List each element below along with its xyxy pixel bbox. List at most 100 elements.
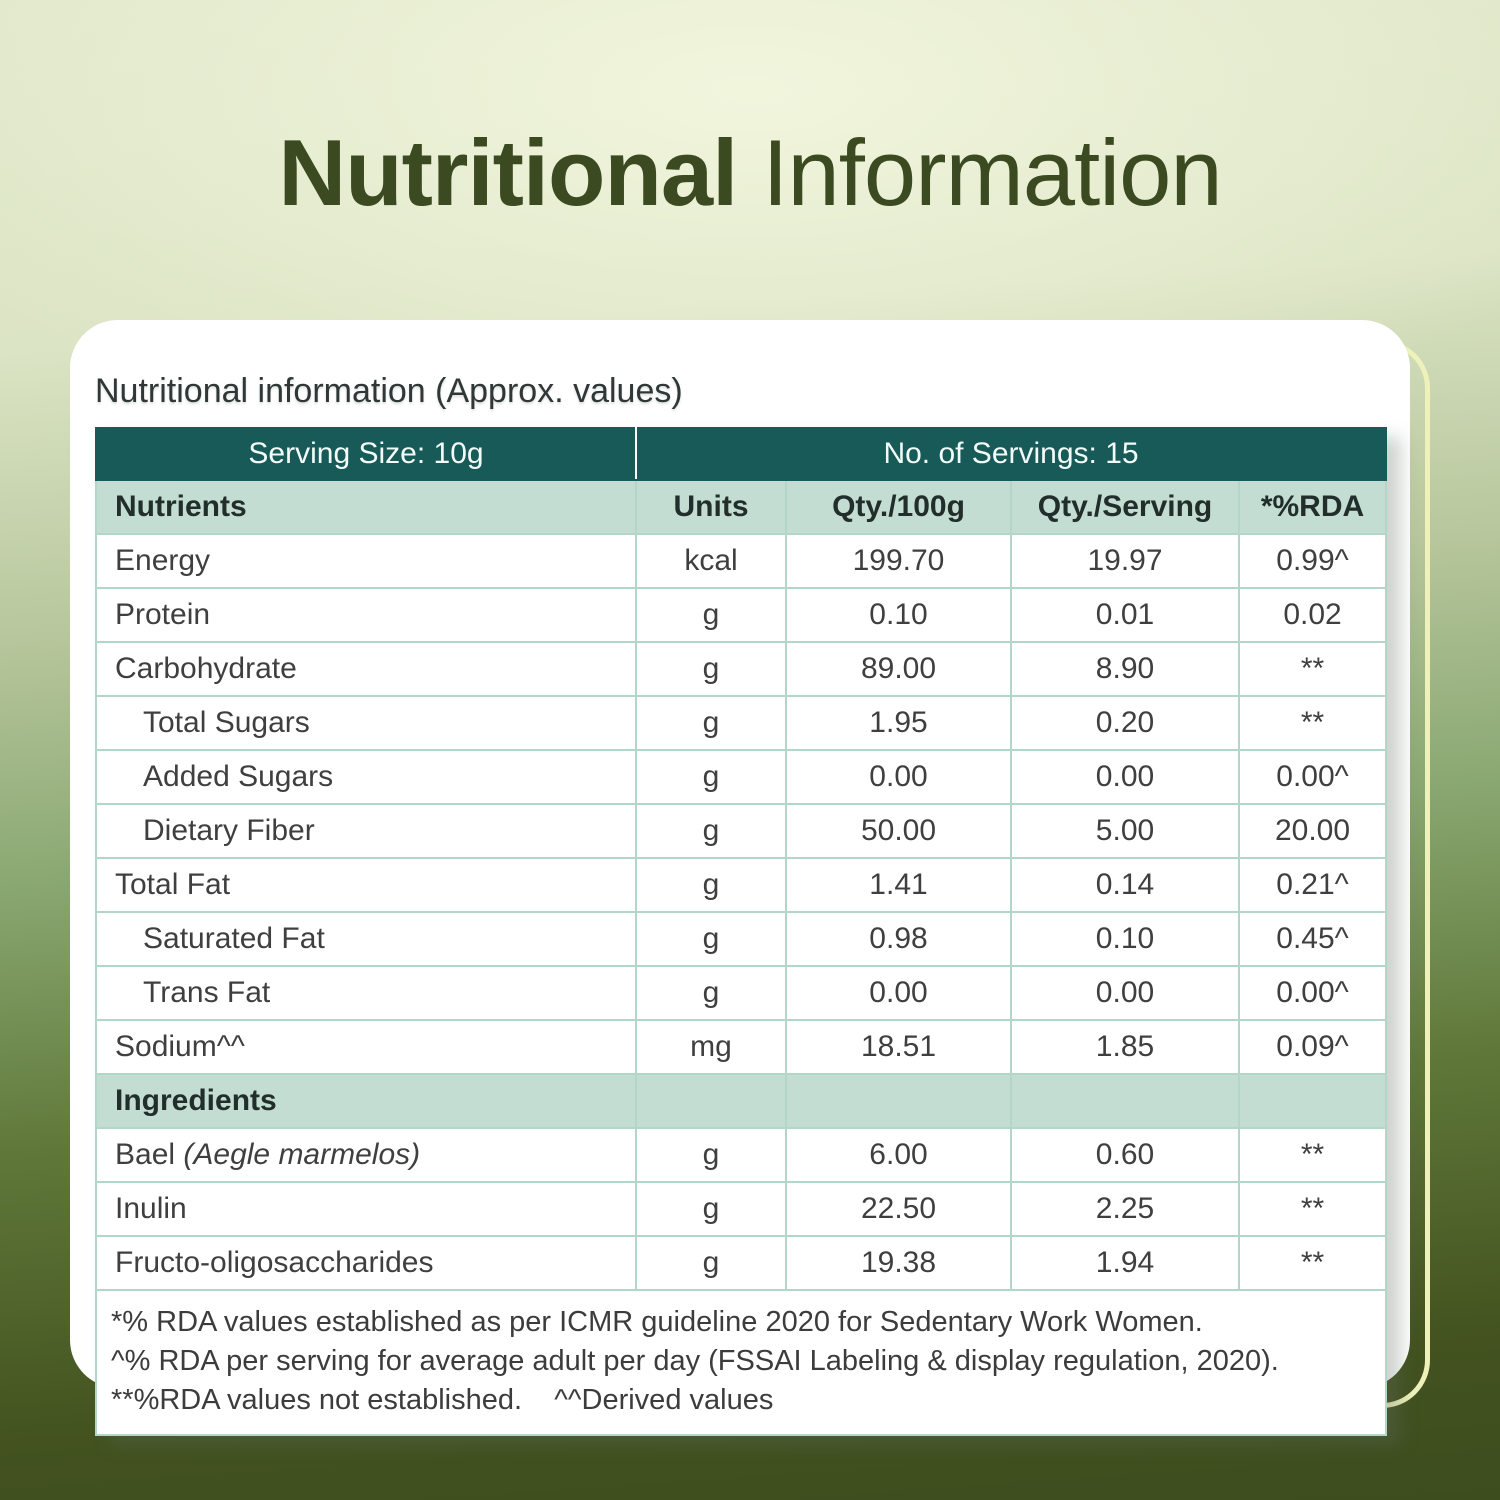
table-row: Protein g 0.10 0.01 0.02: [95, 587, 1388, 643]
rda-cell: **: [1237, 1235, 1388, 1291]
table-row: Trans Fat g 0.00 0.00 0.00^: [95, 965, 1388, 1021]
perServing-cell: 8.90: [1010, 641, 1240, 697]
nutrient-name-cell: Protein: [95, 587, 637, 643]
per100-cell: 18.51: [785, 1019, 1012, 1075]
column-header-qty-serving: Qty./Serving: [1010, 479, 1240, 535]
table-row: Added Sugars g 0.00 0.00 0.00^: [95, 749, 1388, 805]
perServing-cell: 0.14: [1010, 857, 1240, 913]
nutrient-name-cell: Added Sugars: [95, 749, 637, 805]
serving-header-row: Serving Size: 10g No. of Servings: 15: [95, 427, 1388, 481]
nutrient-name-cell: Saturated Fat: [95, 911, 637, 967]
unit-cell: g: [635, 1127, 787, 1183]
empty-cell: [1237, 1073, 1388, 1129]
unit-cell: g: [635, 803, 787, 859]
footnote-rda-icmr: *% RDA values established as per ICMR gu…: [111, 1306, 1203, 1338]
empty-cell: [785, 1073, 1012, 1129]
page-title-bold: Nutritional: [278, 120, 738, 225]
unit-cell: g: [635, 965, 787, 1021]
unit-cell: g: [635, 587, 787, 643]
perServing-cell: 0.00: [1010, 749, 1240, 805]
nutrient-name-cell: Energy: [95, 533, 637, 589]
unit-cell: g: [635, 857, 787, 913]
nutrient-name-cell: Total Sugars: [95, 695, 637, 751]
per100-cell: 6.00: [785, 1127, 1012, 1183]
table-row: Total Sugars g 1.95 0.20 **: [95, 695, 1388, 751]
table-row: Fructo-oligosaccharides g 19.38 1.94 **: [95, 1235, 1388, 1291]
nutrient-name-cell: Dietary Fiber: [95, 803, 637, 859]
table-row: Bael (Aegle marmelos) g 6.00 0.60 **: [95, 1127, 1388, 1183]
table-row: Carbohydrate g 89.00 8.90 **: [95, 641, 1388, 697]
per100-cell: 0.10: [785, 587, 1012, 643]
rda-cell: **: [1237, 1127, 1388, 1183]
rda-cell: 0.45^: [1237, 911, 1388, 967]
column-header-rda: *%RDA: [1237, 479, 1388, 535]
empty-cell: [635, 1073, 787, 1129]
column-header-row: Nutrients Units Qty./100g Qty./Serving *…: [95, 479, 1388, 535]
perServing-cell: 1.85: [1010, 1019, 1240, 1075]
rda-cell: **: [1237, 1181, 1388, 1237]
perServing-cell: 0.01: [1010, 587, 1240, 643]
rda-cell: 0.02: [1237, 587, 1388, 643]
column-header-qty-100g: Qty./100g: [785, 479, 1012, 535]
per100-cell: 89.00: [785, 641, 1012, 697]
unit-cell: g: [635, 695, 787, 751]
table-row: Saturated Fat g 0.98 0.10 0.45^: [95, 911, 1388, 967]
rda-cell: 0.00^: [1237, 965, 1388, 1021]
rda-cell: 0.21^: [1237, 857, 1388, 913]
per100-cell: 19.38: [785, 1235, 1012, 1291]
perServing-cell: 0.60: [1010, 1127, 1240, 1183]
table-caption: Nutritional information (Approx. values): [95, 372, 683, 410]
nutrient-name-cell: Total Fat: [95, 857, 637, 913]
nutrient-name-cell: Fructo-oligosaccharides: [95, 1235, 637, 1291]
unit-cell: g: [635, 1181, 787, 1237]
rda-cell: 20.00: [1237, 803, 1388, 859]
per100-cell: 0.00: [785, 965, 1012, 1021]
nutrient-name-cell: Sodium^^: [95, 1019, 637, 1075]
perServing-cell: 5.00: [1010, 803, 1240, 859]
table-row: Total Fat g 1.41 0.14 0.21^: [95, 857, 1388, 913]
empty-cell: [1010, 1073, 1240, 1129]
unit-cell: g: [635, 1235, 787, 1291]
rda-cell: 0.09^: [1237, 1019, 1388, 1075]
rda-cell: **: [1237, 641, 1388, 697]
rda-cell: **: [1237, 695, 1388, 751]
page-title: Nutritional Information: [0, 108, 1500, 238]
table-row: Inulin g 22.50 2.25 **: [95, 1181, 1388, 1237]
unit-cell: g: [635, 641, 787, 697]
footnote-not-established: **%RDA values not established. ^^Derived…: [111, 1384, 774, 1417]
column-header-nutrients: Nutrients: [95, 479, 637, 535]
per100-cell: 0.98: [785, 911, 1012, 967]
table-row: Dietary Fiber g 50.00 5.00 20.00: [95, 803, 1388, 859]
perServing-cell: 19.97: [1010, 533, 1240, 589]
ingredients-section-row: Ingredients: [95, 1073, 1388, 1129]
table-row: Energy kcal 199.70 19.97 0.99^: [95, 533, 1388, 589]
rda-cell: 0.99^: [1237, 533, 1388, 589]
unit-cell: mg: [635, 1019, 787, 1075]
per100-cell: 1.95: [785, 695, 1012, 751]
per100-cell: 199.70: [785, 533, 1012, 589]
unit-cell: g: [635, 749, 787, 805]
rda-cell: 0.00^: [1237, 749, 1388, 805]
ingredients-section-label: Ingredients: [95, 1073, 637, 1129]
serving-size-cell: Serving Size: 10g: [95, 427, 637, 481]
page-title-light: Information: [737, 120, 1222, 225]
perServing-cell: 0.20: [1010, 695, 1240, 751]
perServing-cell: 1.94: [1010, 1235, 1240, 1291]
nutrition-card: Nutritional information (Approx. values)…: [70, 320, 1410, 1437]
per100-cell: 50.00: [785, 803, 1012, 859]
unit-cell: kcal: [635, 533, 787, 589]
perServing-cell: 0.10: [1010, 911, 1240, 967]
table-row: Sodium^^ mg 18.51 1.85 0.09^: [95, 1019, 1388, 1075]
nutrient-name-cell: Trans Fat: [95, 965, 637, 1021]
perServing-cell: 0.00: [1010, 965, 1240, 1021]
servings-count-cell: No. of Servings: 15: [634, 427, 1388, 481]
perServing-cell: 2.25: [1010, 1181, 1240, 1237]
nutrition-table: Serving Size: 10g No. of Servings: 15 Nu…: [94, 427, 1388, 1437]
nutrient-name-cell: Bael (Aegle marmelos): [95, 1127, 637, 1183]
nutrient-name-cell: Inulin: [95, 1181, 637, 1237]
unit-cell: g: [635, 911, 787, 967]
per100-cell: 22.50: [785, 1181, 1012, 1237]
nutrient-name-cell: Carbohydrate: [95, 641, 637, 697]
footnote-rda-fssai: ^% RDA per serving for average adult per…: [111, 1345, 1279, 1378]
